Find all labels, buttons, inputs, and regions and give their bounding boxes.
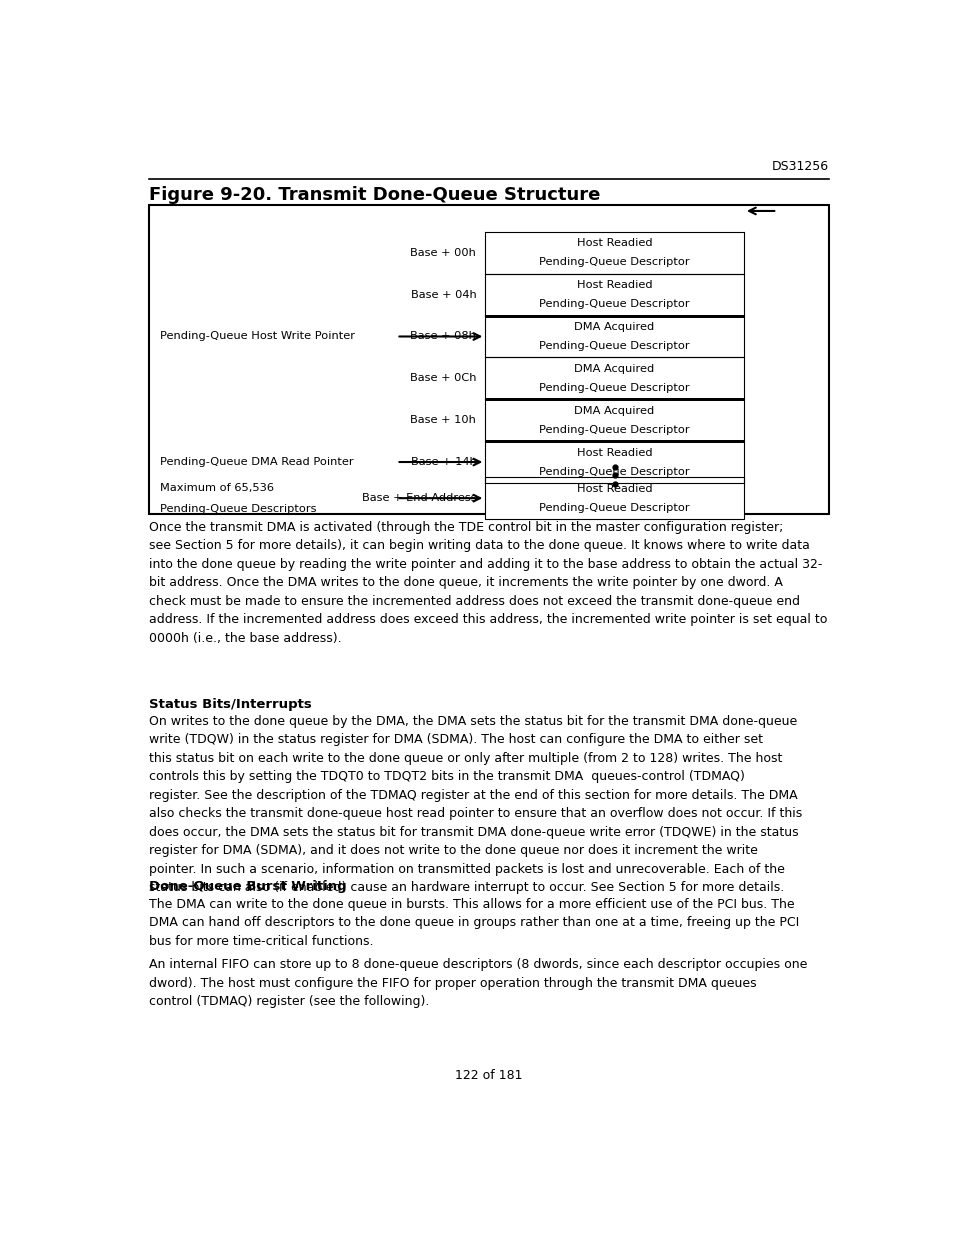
Text: The DMA can write to the done queue in bursts. This allows for a more efficient : The DMA can write to the done queue in b… (149, 898, 799, 947)
Text: Base + End Address: Base + End Address (361, 493, 476, 503)
Text: Host Readied: Host Readied (577, 238, 652, 248)
Text: Base + 08h: Base + 08h (410, 331, 476, 342)
Text: On writes to the done queue by the DMA, the DMA sets the status bit for the tran: On writes to the done queue by the DMA, … (149, 715, 801, 894)
Text: Host Readied: Host Readied (577, 447, 652, 457)
Text: Pending-Queue Descriptor: Pending-Queue Descriptor (538, 467, 689, 477)
Text: Pending-Queue Host Write Pointer: Pending-Queue Host Write Pointer (160, 331, 355, 342)
Bar (485, 477, 743, 519)
Text: Base + 04h: Base + 04h (410, 290, 476, 300)
Text: Done-Queue Burst Writing: Done-Queue Burst Writing (149, 881, 346, 893)
Text: Figure 9-20. Transmit Done-Queue Structure: Figure 9-20. Transmit Done-Queue Structu… (149, 186, 599, 204)
Text: Host Readied: Host Readied (577, 484, 652, 494)
Text: Pending-Queue Descriptor: Pending-Queue Descriptor (538, 257, 689, 267)
Bar (149, 205, 828, 514)
Bar (485, 232, 743, 274)
Text: Pending-Queue Descriptor: Pending-Queue Descriptor (538, 299, 689, 309)
Text: Maximum of 65,536: Maximum of 65,536 (160, 483, 274, 493)
Text: Pending-Queue Descriptor: Pending-Queue Descriptor (538, 383, 689, 393)
Text: Base + 0Ch: Base + 0Ch (410, 373, 476, 383)
Text: An internal FIFO can store up to 8 done-queue descriptors (8 dwords, since each : An internal FIFO can store up to 8 done-… (149, 958, 806, 1009)
Text: DMA Acquired: DMA Acquired (574, 322, 654, 332)
Text: DS31256: DS31256 (771, 159, 828, 173)
Text: Host Readied: Host Readied (577, 280, 652, 290)
Text: Pending-Queue DMA Read Pointer: Pending-Queue DMA Read Pointer (160, 457, 354, 467)
Text: Base + 00h: Base + 00h (410, 248, 476, 258)
Text: DMA Acquired: DMA Acquired (574, 405, 654, 416)
Text: Pending-Queue Descriptor: Pending-Queue Descriptor (538, 425, 689, 435)
Text: DMA Acquired: DMA Acquired (574, 364, 654, 374)
Text: Base + 10h: Base + 10h (410, 415, 476, 425)
Bar (485, 274, 743, 316)
Text: Once the transmit DMA is activated (through the TDE control bit in the master co: Once the transmit DMA is activated (thro… (149, 521, 826, 645)
Text: Status Bits/Interrupts: Status Bits/Interrupts (149, 698, 312, 711)
Text: 122 of 181: 122 of 181 (455, 1068, 522, 1082)
Text: Base + 14h: Base + 14h (410, 457, 476, 467)
Text: Pending-Queue Descriptor: Pending-Queue Descriptor (538, 341, 689, 351)
Bar (485, 441, 743, 483)
Text: Pending-Queue Descriptors: Pending-Queue Descriptors (160, 504, 316, 514)
Text: Pending-Queue Descriptor: Pending-Queue Descriptor (538, 503, 689, 513)
Bar (485, 357, 743, 399)
Bar (485, 399, 743, 441)
Bar (485, 316, 743, 357)
